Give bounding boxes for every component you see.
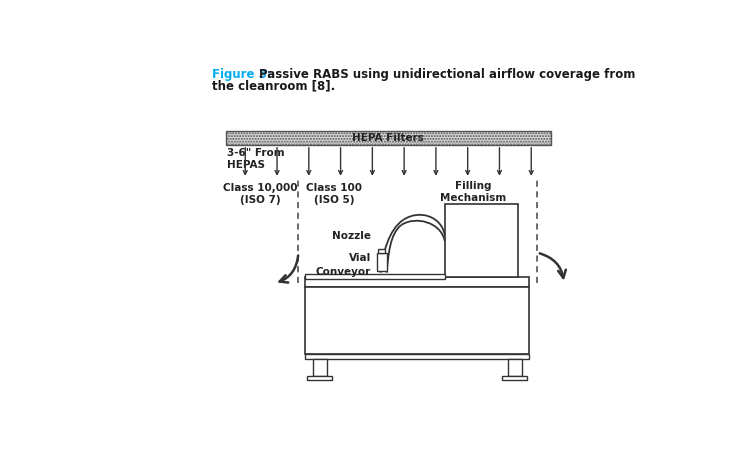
Bar	[509, 359, 522, 376]
Text: Conveyor: Conveyor	[316, 267, 371, 277]
Bar	[313, 359, 327, 376]
Text: Passive RABS using unidirectional airflow coverage from: Passive RABS using unidirectional airflo…	[259, 68, 635, 81]
Text: Class 100
(ISO 5): Class 100 (ISO 5)	[306, 183, 362, 205]
Bar	[304, 354, 530, 359]
Text: the cleanroom [8].: the cleanroom [8].	[212, 79, 335, 92]
Text: Filling
Mechanism: Filling Mechanism	[440, 181, 507, 202]
Text: Vial: Vial	[349, 252, 371, 263]
Bar	[503, 376, 527, 381]
Bar	[304, 274, 445, 279]
Bar	[376, 252, 387, 271]
Text: Class 10,000
(ISO 7): Class 10,000 (ISO 7)	[224, 183, 298, 205]
Bar	[445, 204, 518, 277]
Text: 3-6" From
HEPAS: 3-6" From HEPAS	[227, 148, 285, 170]
Bar	[226, 131, 551, 145]
Bar	[304, 287, 530, 354]
Text: HEPA Filters: HEPA Filters	[352, 133, 424, 143]
Bar	[304, 277, 530, 287]
Bar	[307, 376, 332, 381]
Bar	[378, 249, 386, 252]
Text: Figure 3:: Figure 3:	[212, 68, 272, 81]
Text: Nozzle: Nozzle	[332, 231, 371, 241]
